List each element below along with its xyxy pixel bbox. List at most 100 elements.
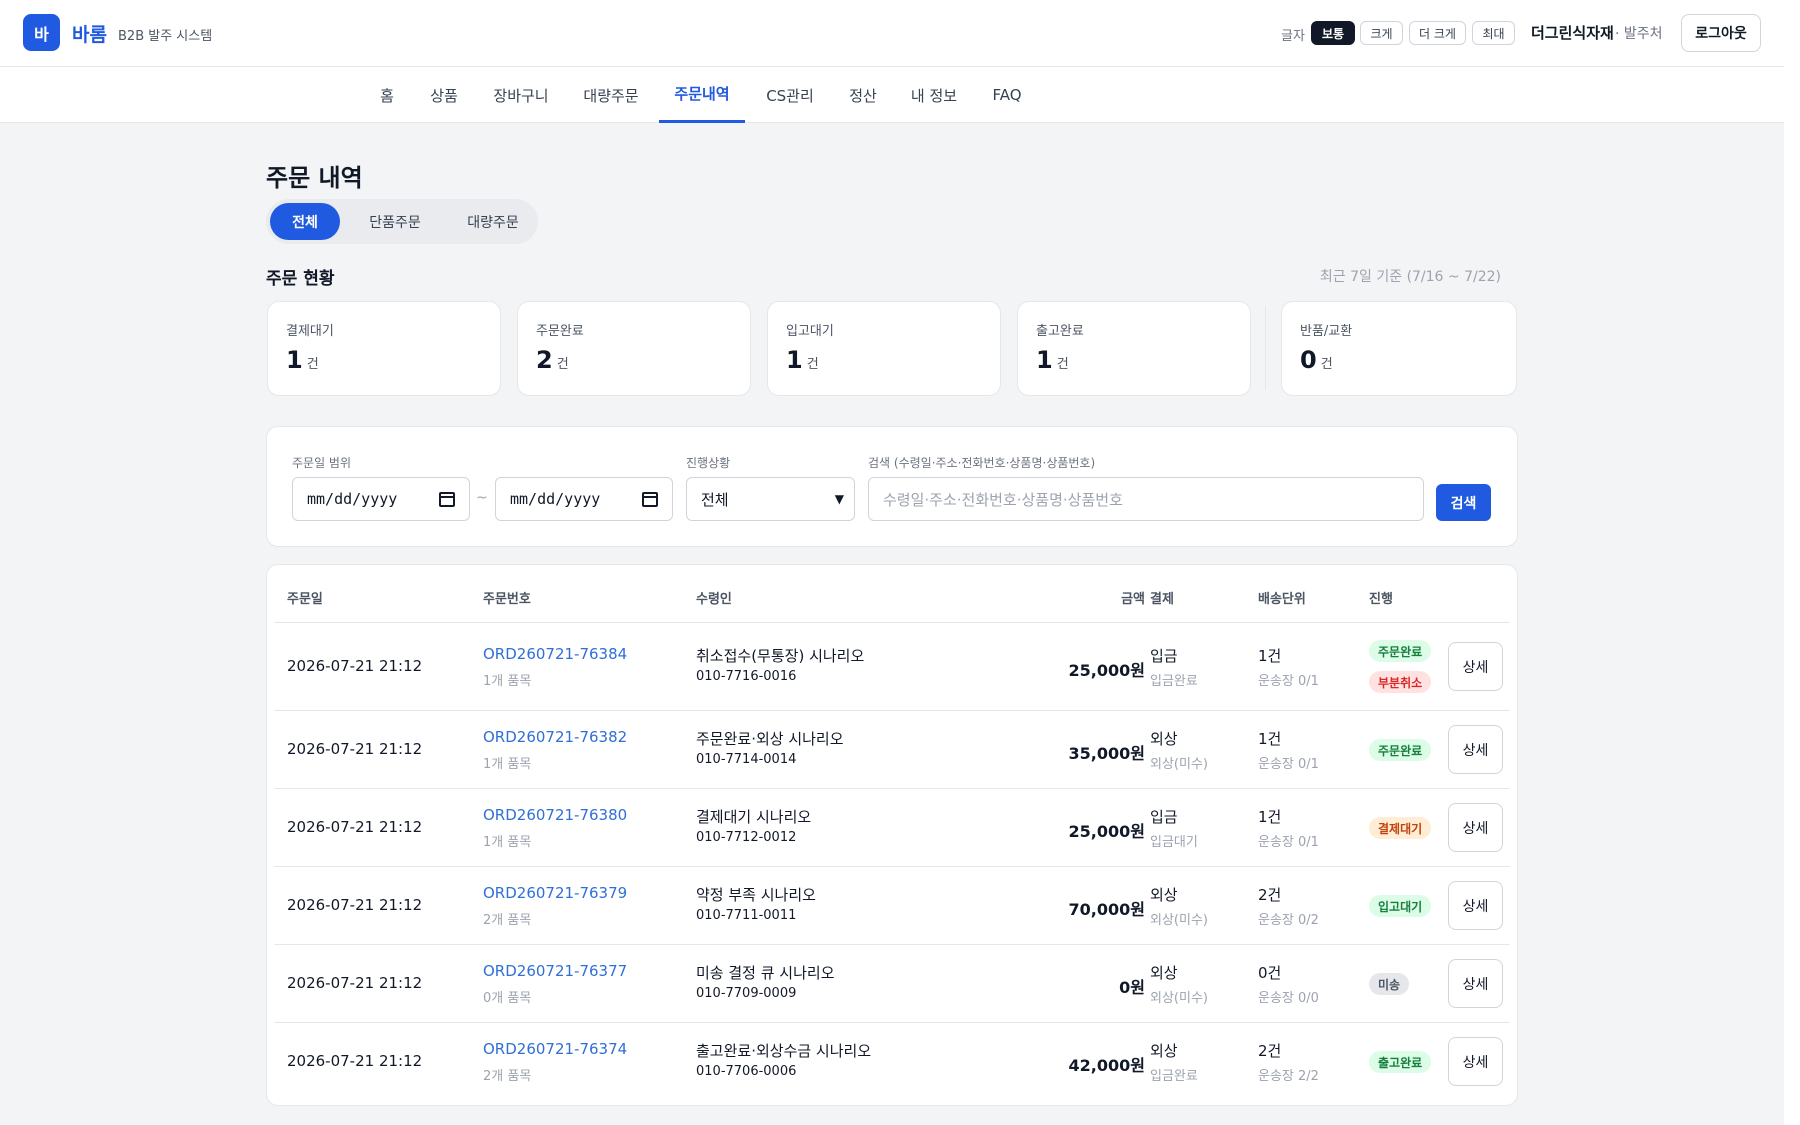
recipient-phone: 010-7706-0006: [696, 1064, 797, 1079]
order-number-link[interactable]: ORD260721-76374: [483, 1040, 628, 1058]
order-date: 2026-07-21 21:12: [287, 896, 423, 914]
segment-bulk-order[interactable]: 대량주문: [467, 214, 519, 231]
payment-method: 입금: [1150, 647, 1178, 665]
date-from-input[interactable]: mm/dd/yyyy: [292, 477, 470, 521]
nav-item-my-info[interactable]: 내 정보: [910, 86, 958, 105]
order-status-period: 최근 7일 기준 (7/16 ~ 7/22): [1319, 269, 1501, 285]
recipient-name: 취소접수(무통장) 시나리오: [696, 647, 865, 665]
order-number-link[interactable]: ORD260721-76377: [483, 962, 628, 980]
font-size-max-button[interactable]: 최대: [1472, 21, 1515, 45]
order-item-count: 1개 품목: [483, 835, 532, 850]
logout-button[interactable]: 로그아웃: [1681, 14, 1761, 52]
detail-button[interactable]: 상세: [1448, 959, 1503, 1008]
table-row[interactable]: 2026-07-21 21:12 ORD260721-76380 1개 품목 결제대기…: [274, 789, 1510, 867]
stat-label: 출고완료: [1036, 324, 1084, 339]
order-date: 2026-07-21 21:12: [287, 740, 423, 758]
detail-button[interactable]: 상세: [1448, 1037, 1503, 1086]
column-header-payment: 결제: [1150, 592, 1174, 607]
order-number-link[interactable]: ORD260721-76382: [483, 728, 628, 746]
payment-status: 입금대기: [1150, 835, 1198, 850]
nav-item-bulk-order[interactable]: 대량주문: [583, 86, 639, 105]
table-row[interactable]: 2026-07-21 21:12 ORD260721-76377 0개 품목 미송 결…: [274, 945, 1510, 1023]
segment-all[interactable]: 전체: [270, 203, 340, 240]
order-date: 2026-07-21 21:12: [287, 1052, 423, 1070]
segment-single-order[interactable]: 단품주문: [369, 214, 421, 231]
order-item-count: 0개 품목: [483, 991, 532, 1006]
brand-subtitle: B2B 발주 시스템: [118, 29, 213, 44]
status-filter-label: 진행상황: [686, 456, 731, 470]
order-number-link[interactable]: ORD260721-76384: [483, 645, 628, 663]
stat-label: 입고대기: [786, 324, 834, 339]
nav-item-cart[interactable]: 장바구니: [493, 86, 549, 105]
page-title: 주문 내역: [266, 164, 363, 192]
delivery-unit: 2건: [1258, 1042, 1282, 1060]
nav-item-home[interactable]: 홈: [380, 86, 394, 105]
column-header-order-no: 주문번호: [483, 592, 531, 607]
payment-method: 외상: [1150, 1042, 1178, 1060]
table-row[interactable]: 2026-07-21 21:12 ORD260721-76374 2개 품목 출고완료…: [274, 1023, 1510, 1101]
stat-label: 반품/교환: [1300, 324, 1353, 339]
stat-divider: [1265, 306, 1266, 390]
recipient-phone: 010-7714-0014: [696, 752, 797, 767]
filter-panel: 주문일 범위 mm/dd/yyyy ~ mm/dd/yyyy 진행상황 전체 ▼…: [266, 426, 1518, 547]
status-select[interactable]: 전체 ▼: [686, 477, 855, 521]
recipient-phone: 010-7709-0009: [696, 986, 797, 1001]
order-number-link[interactable]: ORD260721-76380: [483, 806, 628, 824]
detail-button[interactable]: 상세: [1448, 642, 1503, 691]
nav-item-order-history[interactable]: 주문내역: [659, 67, 745, 123]
font-size-large-button[interactable]: 크게: [1360, 21, 1403, 45]
nav-item-products[interactable]: 상품: [430, 86, 458, 105]
main-nav: 홈 상품 장바구니 대량주문 주문내역 CS관리 정산 내 정보 FAQ: [0, 67, 1784, 123]
date-separator: ~: [476, 490, 488, 506]
order-amount: 70,000원: [1068, 900, 1145, 919]
table-row[interactable]: 2026-07-21 21:12 ORD260721-76382 1개 품목 주문완료…: [274, 711, 1510, 789]
delivery-unit: 0건: [1258, 964, 1282, 982]
tracking-count: 운송장 0/1: [1258, 835, 1319, 850]
date-to-input[interactable]: mm/dd/yyyy: [495, 477, 673, 521]
font-size-larger-button[interactable]: 더 크게: [1409, 21, 1466, 45]
order-date: 2026-07-21 21:12: [287, 974, 423, 992]
table-row[interactable]: 2026-07-21 21:12 ORD260721-76379 2개 품목 약정 부…: [274, 867, 1510, 945]
date-range-label: 주문일 범위: [292, 456, 352, 470]
nav-item-settlement[interactable]: 정산: [849, 86, 877, 105]
order-item-count: 1개 품목: [483, 674, 532, 689]
brand-name[interactable]: 바롬: [72, 24, 107, 46]
order-number-link[interactable]: ORD260721-76379: [483, 884, 628, 902]
scrollbar[interactable]: [1784, 0, 1800, 1125]
order-item-count: 2개 품목: [483, 1069, 532, 1084]
nav-item-cs[interactable]: CS관리: [766, 86, 814, 105]
detail-button[interactable]: 상세: [1448, 725, 1503, 774]
table-row[interactable]: 2026-07-21 21:12 ORD260721-76384 1개 품목 취소접수…: [274, 623, 1510, 711]
calendar-icon[interactable]: [439, 492, 455, 507]
status-badge: 주문완료: [1369, 739, 1432, 761]
detail-button[interactable]: 상세: [1448, 803, 1503, 852]
column-header-date: 주문일: [287, 592, 323, 607]
order-amount: 25,000원: [1068, 822, 1145, 841]
search-button[interactable]: 검색: [1436, 484, 1491, 521]
payment-method: 외상: [1150, 730, 1178, 748]
order-amount: 25,000원: [1068, 661, 1145, 680]
font-size-normal-button[interactable]: 보통: [1311, 21, 1355, 45]
logo-icon[interactable]: 바: [23, 14, 60, 51]
payment-status: 외상(미수): [1150, 757, 1208, 772]
calendar-icon[interactable]: [642, 492, 658, 507]
top-header: 바 바롬 B2B 발주 시스템 글자 보통 크게 더 크게 최대 더그린식자재 …: [0, 0, 1784, 67]
delivery-unit: 2건: [1258, 886, 1282, 904]
payment-method: 외상: [1150, 964, 1178, 982]
tracking-count: 운송장 0/1: [1258, 674, 1319, 689]
recipient-phone: 010-7711-0011: [696, 908, 797, 923]
user-name: 더그린식자재: [1531, 24, 1614, 42]
nav-item-faq[interactable]: FAQ: [992, 86, 1022, 104]
user-role: · 발주처: [1615, 26, 1663, 42]
detail-button[interactable]: 상세: [1448, 881, 1503, 930]
status-badge: 주문완료: [1369, 640, 1432, 662]
search-input[interactable]: 수령일·주소·전화번호·상품명·상품번호: [868, 477, 1424, 521]
recipient-name: 주문완료·외상 시나리오: [696, 730, 844, 748]
